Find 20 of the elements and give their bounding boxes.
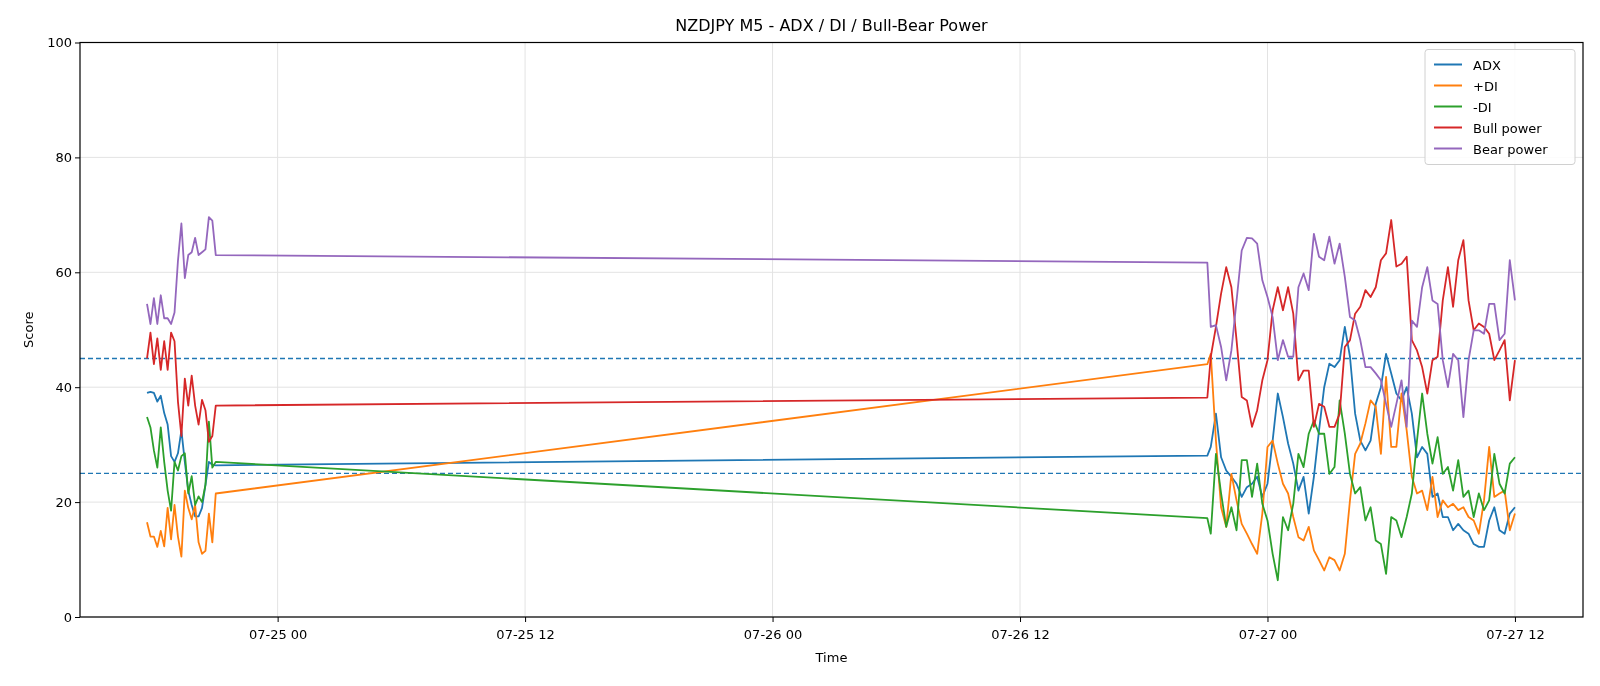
x-tick-label: 07-25 00 [248,627,308,643]
x-axis-title: Time [814,650,848,665]
y-tick-label: 20 [55,494,72,510]
y-axis-title: Score [21,311,36,348]
x-tick-label: 07-27 00 [1238,627,1298,643]
legend-label: Bear power [1473,141,1549,157]
x-tick-label: 07-26 00 [743,627,803,643]
legend-label: -DI [1473,99,1492,115]
chart-title: NZDJPY M5 - ADX / DI / Bull-Bear Power [675,16,989,35]
y-tick-label: 60 [55,264,72,280]
legend-label: +DI [1473,78,1498,94]
y-tick-label: 40 [55,379,72,395]
y-tick-label: 100 [47,35,72,51]
x-tick-label: 07-26 12 [991,627,1050,643]
x-tick-label: 07-27 12 [1486,627,1545,643]
y-tick-label: 80 [55,150,72,166]
legend-label: ADX [1473,57,1501,73]
x-tick-label: 07-25 12 [496,627,555,643]
legend-label: Bull power [1473,120,1543,136]
y-tick-label: 0 [63,609,72,625]
